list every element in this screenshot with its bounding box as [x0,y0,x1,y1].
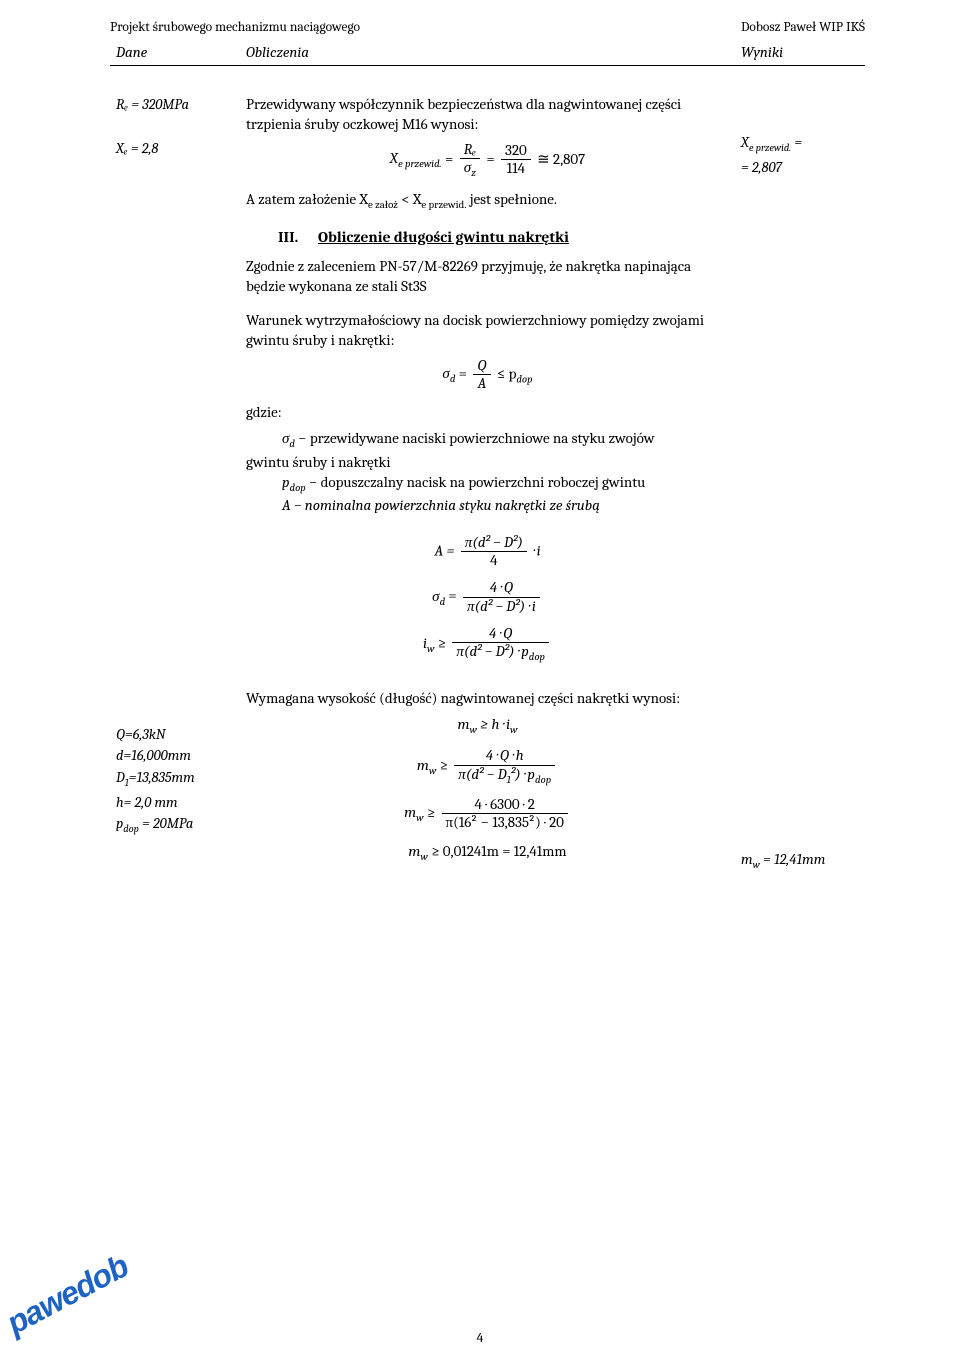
dane2-d1: D1=13,835mm [116,767,234,792]
defs: σd − przewidywane naciski powierzchniowe… [282,428,729,451]
dane2-d: d=16,000mm [116,745,234,767]
th-obl: Obliczenia [240,41,735,66]
th-wyn: Wyniki [735,41,865,66]
formula-mw1: mw ≥ h · iw [246,714,729,738]
header-right: Dobosz Paweł WIP IKŚ [741,20,865,35]
dane2-p: pdop = 20MPa [116,813,234,838]
header-left: Projekt śrubowego mechanizmu naciągowego [110,20,360,35]
section3-head: III.Obliczenie długości gwintu nakrętki [278,227,729,248]
sec3-p1: Zgodnie z zaleceniem PN-57/M-82269 przyj… [246,256,729,297]
def1-cont: gwintu śruby i nakrętki [246,452,729,472]
obl1-p1: Przewidywany współczynnik bezpieczeństwa… [246,94,729,135]
dane2-q: Q=6,3kN [116,724,234,746]
formula-mw4: mw ≥ 0,01241m = 12,41mm [246,841,729,865]
obl2-p1: Wymagana wysokość (długość) nagwintowane… [246,688,729,708]
wyn1-l1: Xe przewid. = [741,132,859,157]
th-dane: Dane [110,41,240,66]
dane-re: Rₑ = 320MPa [116,92,234,118]
formula-iw: iw ≥ 4 · Qπ(d² − D²) · pdop [246,625,729,664]
main-table: Dane Obliczenia Wyniki Rₑ = 320MPa Xₑ = … [110,41,865,879]
sec3-p2: Warunek wytrzymałościowy na docisk powie… [246,310,729,351]
dane-xe: Xₑ = 2,8 [116,136,234,162]
wyn1-l2: = 2,807 [741,157,859,179]
def2: pdop − dopuszczalny nacisk na powierzchn… [282,472,729,516]
gdzie: gdzie: [246,402,729,422]
watermark: pawedob [1,1248,135,1342]
formula-A: A = π(d² − D²)4 · i [246,534,729,570]
formula-mw3: mw ≥ 4 · 6300 · 2π(16² − 13,835²) · 20 [246,796,729,832]
formula-xe: Xe przewid. = Rₑσz = 320114 ≅ 2,807 [246,141,729,180]
dane2-h: h= 2,0 mm [116,792,234,814]
formula-sd: σd = QA ≤ pdop [246,357,729,393]
page-number: 4 [0,1329,960,1346]
obl1-p2: A zatem założenie Xe założ < Xe przewid.… [246,189,729,213]
wyn2: mw = 12,41mm [741,849,859,874]
formula-mw2: mw ≥ 4 · Q · hπ(d² − D1²) · pdop [246,747,729,786]
formula-sd2: σd = 4 · Qπ(d² − D²) · i [246,579,729,615]
